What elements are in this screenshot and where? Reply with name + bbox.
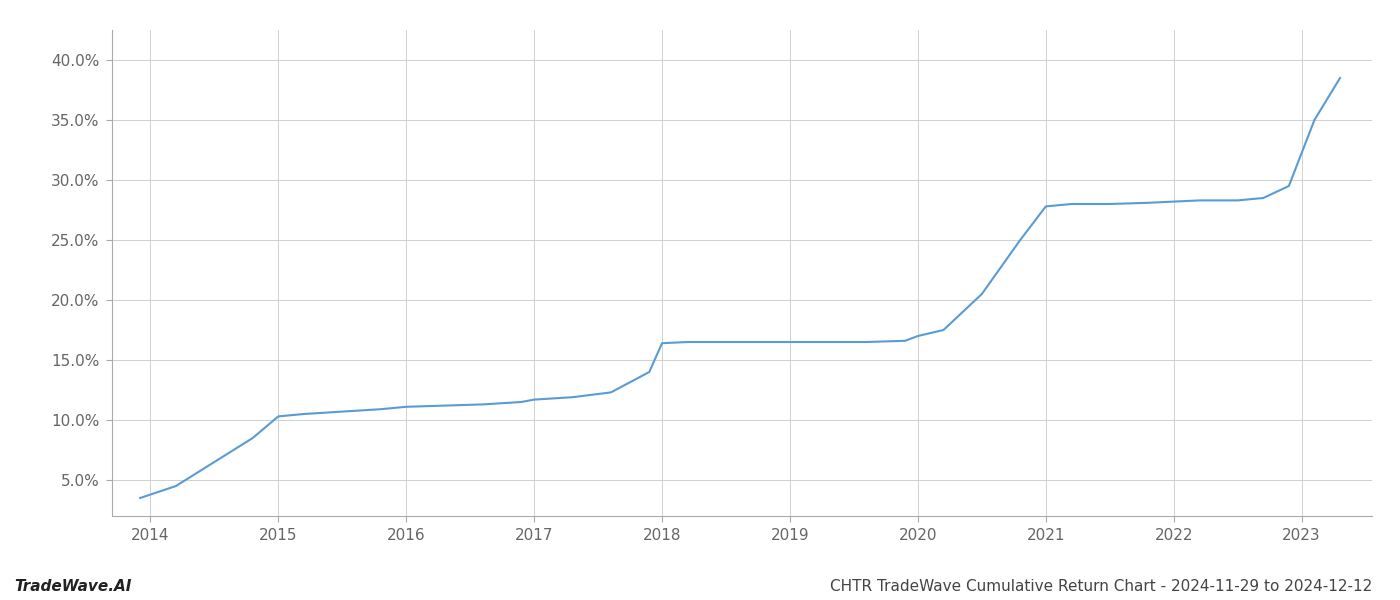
Text: CHTR TradeWave Cumulative Return Chart - 2024-11-29 to 2024-12-12: CHTR TradeWave Cumulative Return Chart -… [830, 579, 1372, 594]
Text: TradeWave.AI: TradeWave.AI [14, 579, 132, 594]
